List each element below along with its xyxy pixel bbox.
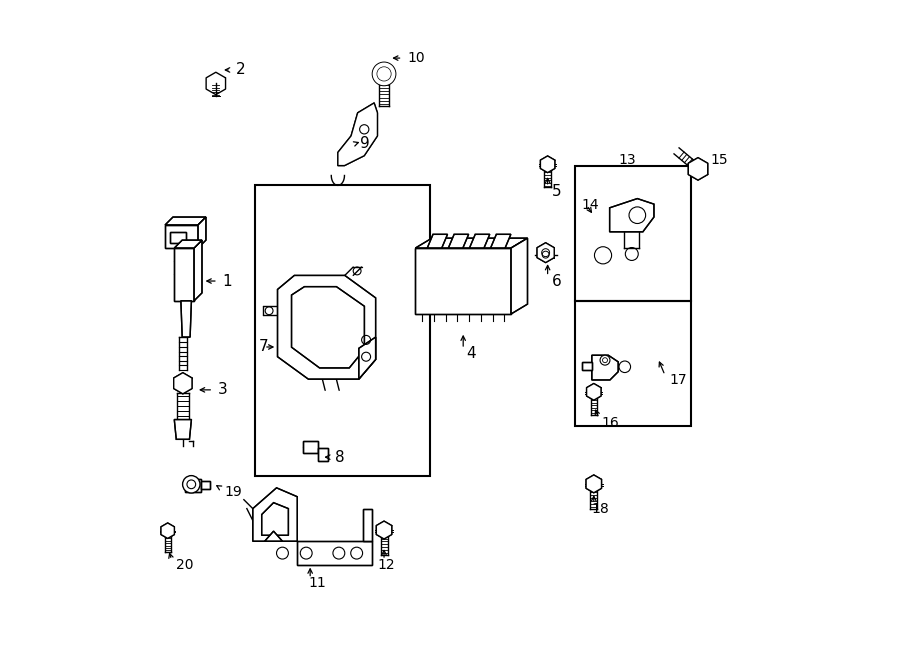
Polygon shape (491, 235, 511, 248)
Polygon shape (297, 541, 372, 565)
Polygon shape (262, 502, 288, 535)
Text: 3: 3 (218, 382, 228, 397)
Polygon shape (582, 362, 592, 370)
Text: 12: 12 (377, 558, 395, 572)
Text: 9: 9 (360, 136, 369, 151)
Polygon shape (416, 248, 511, 314)
Text: 6: 6 (553, 274, 562, 289)
Polygon shape (540, 156, 554, 173)
Circle shape (373, 62, 396, 86)
Polygon shape (416, 238, 527, 248)
Polygon shape (688, 158, 707, 180)
Polygon shape (537, 243, 554, 262)
Polygon shape (194, 240, 202, 301)
Polygon shape (587, 383, 601, 400)
Polygon shape (198, 217, 206, 248)
Text: 11: 11 (308, 576, 326, 590)
Polygon shape (359, 337, 375, 379)
Text: 18: 18 (592, 502, 609, 516)
Polygon shape (175, 240, 202, 248)
Polygon shape (363, 508, 372, 541)
Polygon shape (181, 301, 192, 337)
Polygon shape (175, 248, 194, 301)
Polygon shape (161, 523, 175, 539)
Polygon shape (303, 442, 318, 453)
Text: 8: 8 (335, 449, 344, 465)
Text: 14: 14 (582, 198, 599, 212)
Polygon shape (586, 475, 601, 492)
Polygon shape (318, 448, 328, 461)
Text: 13: 13 (618, 153, 635, 167)
Text: 10: 10 (407, 51, 425, 65)
Polygon shape (374, 63, 393, 85)
Polygon shape (165, 217, 206, 225)
Text: 5: 5 (553, 184, 562, 200)
Polygon shape (448, 235, 469, 248)
Polygon shape (253, 488, 297, 541)
Polygon shape (511, 238, 527, 314)
Text: 19: 19 (224, 485, 242, 499)
Text: 1: 1 (222, 274, 232, 289)
Polygon shape (428, 235, 447, 248)
Polygon shape (202, 481, 211, 488)
Text: 15: 15 (710, 153, 728, 167)
Polygon shape (292, 287, 365, 368)
Bar (575, 166, 691, 301)
Polygon shape (376, 521, 392, 539)
Polygon shape (265, 531, 283, 541)
Text: 16: 16 (602, 416, 619, 430)
Circle shape (183, 476, 200, 493)
Polygon shape (470, 235, 490, 248)
Bar (256, 185, 430, 476)
Bar (170, 231, 186, 243)
Bar (170, 231, 186, 243)
Text: 2: 2 (236, 62, 246, 77)
Polygon shape (165, 225, 198, 248)
Polygon shape (185, 479, 202, 492)
Text: 17: 17 (670, 373, 688, 387)
Circle shape (619, 361, 631, 373)
Polygon shape (277, 276, 375, 379)
Polygon shape (175, 420, 192, 440)
Polygon shape (592, 355, 618, 380)
Polygon shape (338, 103, 377, 166)
Circle shape (600, 355, 610, 365)
Text: 4: 4 (466, 346, 476, 361)
Bar (575, 301, 691, 426)
Text: 7: 7 (258, 340, 268, 354)
Polygon shape (174, 373, 192, 394)
Polygon shape (609, 198, 654, 232)
Text: 20: 20 (176, 558, 194, 572)
